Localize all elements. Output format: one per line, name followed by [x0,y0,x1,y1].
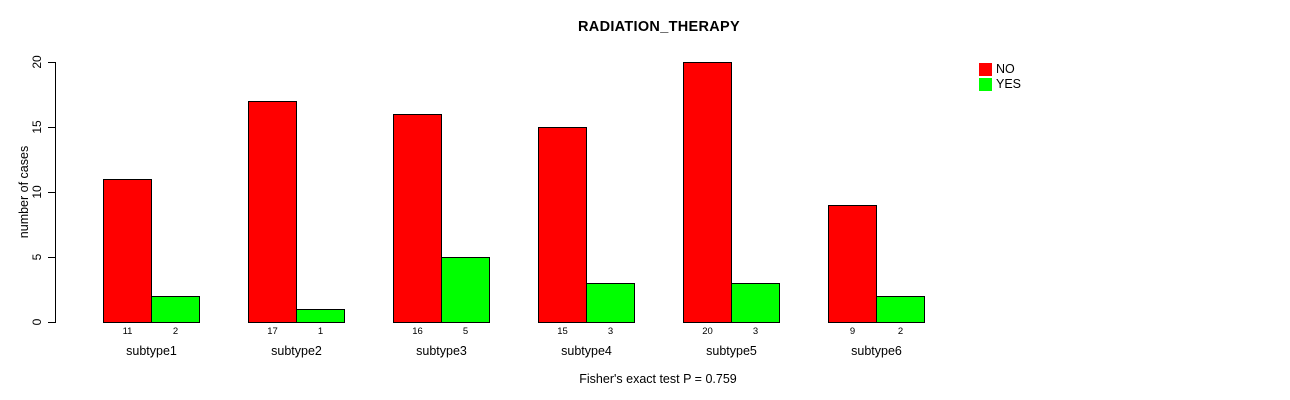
chart-title: RADIATION_THERAPY [578,19,740,35]
bar-count-label: 3 [752,326,759,337]
category-label-subtype3: subtype3 [416,344,467,358]
y-axis-label: number of cases [17,145,31,239]
category-label-subtype6: subtype6 [851,344,902,358]
legend-item-yes: YES [979,77,1021,92]
bar-count-label: 16 [412,326,423,337]
y-tick-mark [48,191,55,193]
bar-no-subtype3 [393,114,442,323]
y-tick-mark [48,321,55,323]
category-label-subtype2: subtype2 [271,344,322,358]
category-label-subtype1: subtype1 [126,344,177,358]
bar-yes-subtype5 [731,283,780,323]
legend-swatch-yes [979,78,992,91]
fisher-test-annotation: Fisher's exact test P = 0.759 [579,372,737,386]
y-tick-mark [48,256,55,258]
y-axis-line [55,62,56,323]
y-tick-mark [48,61,55,63]
y-tick-label: 20 [30,55,44,69]
bar-no-subtype2 [248,101,297,323]
bar-no-subtype6 [828,205,877,323]
bar-count-label: 2 [897,326,904,337]
legend-swatch-no [979,63,992,76]
legend-label-yes: YES [996,77,1022,91]
bar-yes-subtype1 [151,296,200,323]
bar-count-label: 11 [122,326,133,337]
y-tick-label: 10 [30,185,44,199]
bar-no-subtype1 [103,179,152,323]
bar-count-label: 3 [607,326,614,337]
bar-yes-subtype2 [296,309,345,323]
category-label-subtype4: subtype4 [561,344,612,358]
bar-yes-subtype3 [441,257,490,323]
legend-label-no: NO [996,62,1015,76]
legend-item-no: NO [979,62,1021,77]
bar-count-label: 2 [172,326,179,337]
bar-no-subtype5 [683,62,732,323]
category-label-subtype5: subtype5 [706,344,757,358]
bar-count-label: 17 [267,326,278,337]
bar-count-label: 1 [317,326,324,337]
bar-no-subtype4 [538,127,587,323]
bar-count-label: 5 [462,326,469,337]
bar-yes-subtype4 [586,283,635,323]
y-tick-label: 15 [30,120,44,134]
y-tick-mark [48,126,55,128]
legend: NO YES [979,62,1021,92]
y-tick-label: 5 [30,253,44,261]
bar-count-label: 9 [849,326,856,337]
y-tick-label: 0 [30,318,44,326]
bar-count-label: 15 [557,326,568,337]
bar-yes-subtype6 [876,296,925,323]
bar-count-label: 20 [702,326,713,337]
